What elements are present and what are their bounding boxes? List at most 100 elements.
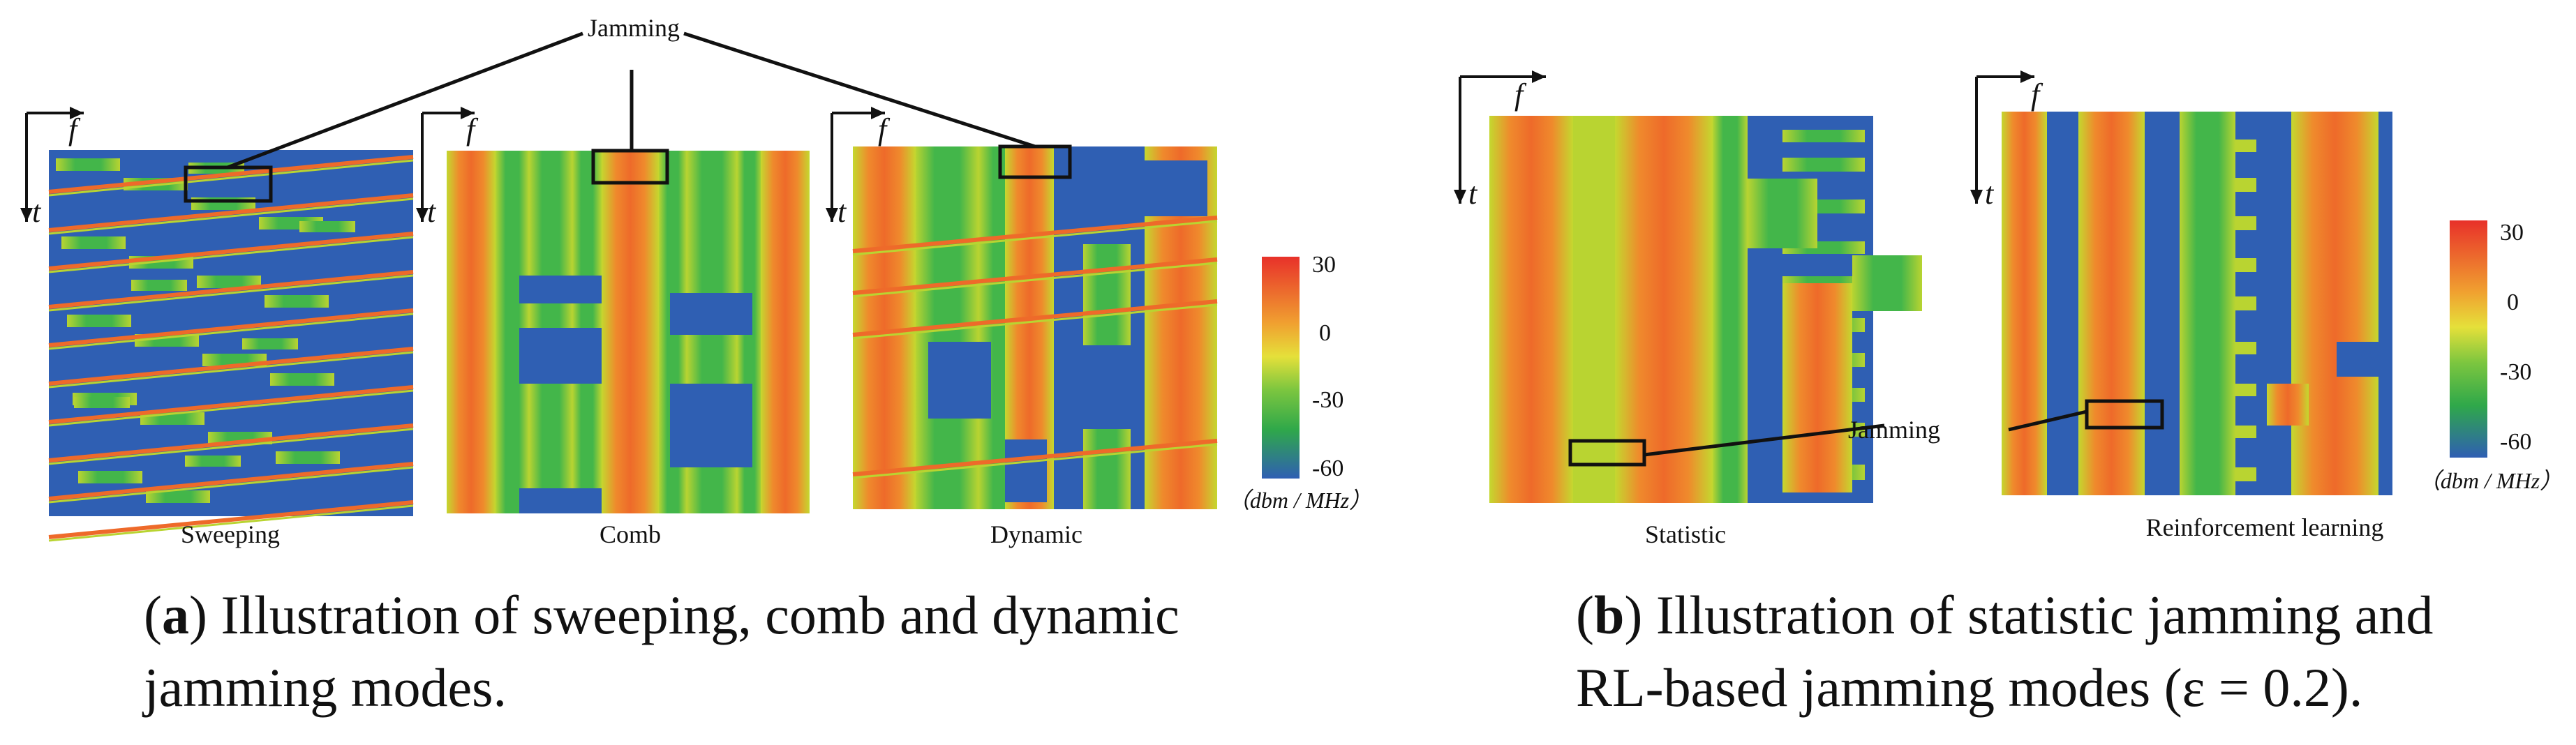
colorbar-left-tick-minus30: -30 [1312, 387, 1343, 413]
colorbar-left-tick-30: 30 [1312, 252, 1336, 278]
axis-arrowheads [20, 70, 2034, 222]
colorbar-left: 30 0 -30 -60 （dbm / MHz） [1228, 252, 1371, 513]
caption-a-text1: ) Illustration of sweeping, comb and dyn… [188, 585, 1179, 645]
dynamic-gap [928, 342, 991, 419]
colorbar-left-unit: （dbm / MHz） [1228, 488, 1371, 513]
comb-gap [519, 328, 602, 384]
panel-rl: Reinforcement learning [2002, 112, 2392, 541]
statistic-block [1852, 255, 1922, 311]
sweep-block [74, 397, 130, 408]
axis-t-statistic: t [1468, 176, 1478, 211]
statistic-column-hot [1615, 116, 1713, 503]
caption-b: (b) Illustration of statistic jamming an… [1576, 579, 2567, 724]
comb-gap [670, 293, 752, 335]
caption-a-line1: (a) Illustration of sweeping, comb and d… [144, 585, 1179, 645]
jamming-line-left [227, 31, 583, 170]
sweep-diagonal [48, 308, 414, 347]
dynamic-gap [1078, 345, 1134, 429]
rl-row-block [2235, 258, 2256, 272]
rl-row-gap [2047, 296, 2078, 310]
rl-column-hot [2291, 112, 2378, 495]
sweep-diagonal-edge [48, 274, 414, 312]
colorbar-right-tick-30: 30 [2500, 220, 2524, 246]
axis-f-sweeping: f [68, 112, 81, 146]
rl-row-block [2235, 296, 2256, 310]
axis-t-comb: t [427, 195, 437, 229]
rl-row-block [2235, 426, 2256, 438]
axis-t-sweeping: t [32, 195, 42, 229]
axis-f-statistic: f [1514, 77, 1527, 112]
dynamic-gap [1131, 160, 1207, 216]
rl-label: Reinforcement learning [2146, 513, 2384, 541]
rl-row-block [2235, 216, 2256, 230]
statistic-columns [1489, 116, 1922, 503]
comb-label: Comb [600, 520, 661, 548]
sweep-diagonal-edge [48, 351, 414, 389]
statistic-column [1713, 116, 1748, 503]
comb-gap [519, 276, 602, 303]
colorbar-left-gradient [1262, 257, 1300, 479]
statistic-row-block [1782, 158, 1865, 172]
rl-row-block [2235, 178, 2256, 192]
sweeping-blocks [56, 158, 355, 503]
axis-f-comb: f [466, 112, 479, 146]
dynamic-diagonal [852, 216, 1218, 253]
dynamic-diagonal-edge [852, 443, 1218, 479]
sweep-diagonal [48, 347, 414, 386]
dynamic-diagonal-edge [852, 220, 1218, 256]
axis-statistic [1459, 75, 1546, 204]
jamming-label-top: Jamming [588, 14, 680, 42]
panel-comb: Comb [447, 149, 810, 548]
sweep-block [299, 221, 355, 232]
jamming-callout-top: Jamming [227, 14, 1036, 170]
rl-columns [2002, 112, 2392, 495]
caption-b-text1: ) Illustration of statistic jamming and [1624, 585, 2434, 645]
rl-row-gap [2145, 258, 2176, 272]
sweep-diagonal-edge [48, 236, 414, 273]
sweep-block [56, 158, 120, 171]
colorbar-right-tick-minus30: -30 [2500, 359, 2531, 385]
sweep-diagonal-edge [48, 466, 414, 504]
dynamic-column [853, 146, 916, 509]
panel-statistic: Statistic [1489, 116, 1922, 548]
colorbar-right-tick-0: 0 [2507, 289, 2519, 315]
comb-column-hot [602, 151, 659, 513]
rl-row-block [2235, 140, 2256, 152]
jamming-line-statistic [1644, 423, 1885, 457]
sweep-block [270, 373, 334, 386]
rl-row-gap [2047, 384, 2078, 396]
dynamic-diagonal-edge [852, 303, 1218, 340]
axis-t-dynamic: t [837, 195, 847, 229]
sweep-block [276, 451, 340, 464]
sweep-diagonal [48, 232, 414, 271]
caption-a: (a) Illustration of sweeping, comb and d… [144, 579, 1330, 724]
sweep-diagonal [48, 423, 414, 462]
sweep-block [197, 276, 261, 288]
sweeping-label: Sweeping [181, 520, 280, 548]
statistic-block-hot [1782, 283, 1852, 492]
dynamic-diagonal [852, 299, 1218, 337]
comb-gap [519, 488, 602, 513]
caption-b-line1: (b) Illustration of statistic jamming an… [1576, 585, 2434, 645]
sweep-diagonal [48, 385, 414, 424]
comb-columns [447, 151, 810, 513]
colorbar-left-tick-minus60: -60 [1312, 456, 1343, 481]
caption-a-line2: jamming modes. [144, 657, 507, 718]
rl-row-gap [2047, 140, 2078, 152]
rl-row-gap [2145, 342, 2176, 354]
rl-row-block [2235, 384, 2256, 396]
statistic-block [1748, 179, 1817, 248]
rl-column-hot [2002, 112, 2047, 495]
rl-gap [2337, 342, 2378, 377]
sweep-block [265, 295, 329, 308]
dynamic-label: Dynamic [990, 520, 1082, 548]
rl-jamming-box [2085, 399, 2164, 430]
sweep-block [61, 236, 126, 249]
dynamic-diagonal [852, 257, 1218, 295]
comb-gap [670, 384, 752, 467]
jamming-line-rl [2008, 409, 2087, 432]
jamming-callout-right: Jamming [1644, 409, 2087, 457]
axis-f-rl: f [2031, 77, 2043, 112]
sweep-diagonal [48, 500, 414, 539]
